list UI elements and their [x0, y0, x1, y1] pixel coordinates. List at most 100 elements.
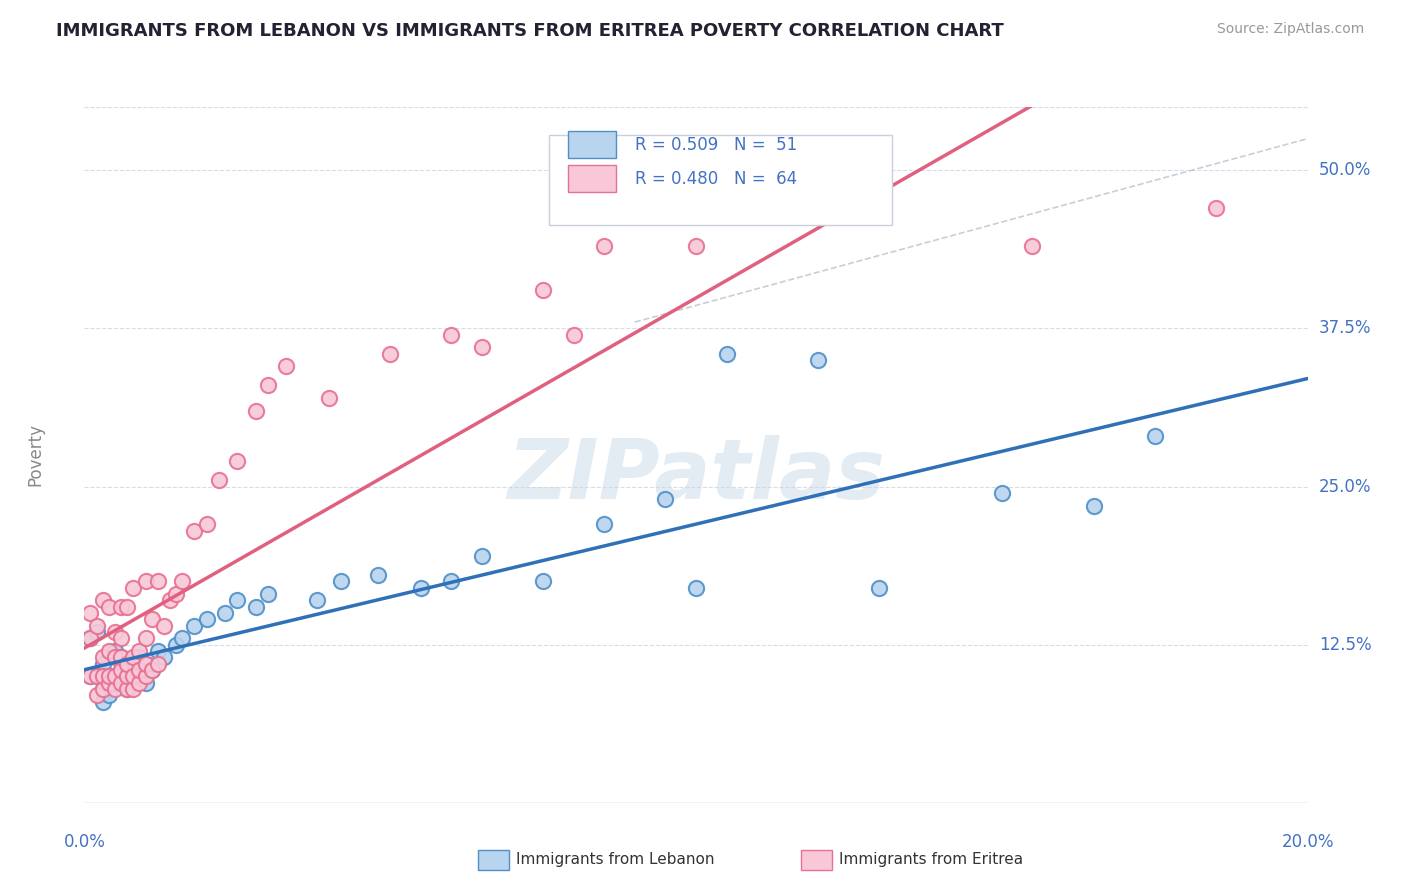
Point	[128, 650, 150, 665]
Point	[195, 517, 218, 532]
Point	[122, 675, 145, 690]
Point	[115, 657, 138, 671]
Point	[135, 669, 157, 683]
Point	[122, 581, 145, 595]
Text: IMMIGRANTS FROM LEBANON VS IMMIGRANTS FROM ERITREA POVERTY CORRELATION CHART: IMMIGRANTS FROM LEBANON VS IMMIGRANTS FR…	[56, 22, 1004, 40]
Point	[86, 618, 108, 632]
Point	[115, 599, 138, 614]
FancyBboxPatch shape	[568, 131, 616, 158]
Point	[104, 625, 127, 640]
Point	[122, 663, 145, 677]
Point	[146, 644, 169, 658]
Point	[208, 473, 231, 487]
FancyBboxPatch shape	[550, 135, 891, 226]
Point	[141, 663, 163, 677]
Point	[153, 650, 176, 665]
Point	[869, 581, 891, 595]
Point	[104, 650, 127, 665]
Point	[91, 695, 114, 709]
Point	[86, 688, 108, 702]
Point	[128, 669, 150, 683]
FancyBboxPatch shape	[568, 166, 616, 192]
Point	[471, 340, 494, 354]
Point	[97, 669, 120, 683]
Point	[128, 675, 150, 690]
Point	[104, 669, 127, 683]
Point	[122, 650, 145, 665]
Point	[110, 663, 132, 677]
Text: ZIPatlas: ZIPatlas	[508, 435, 884, 516]
Point	[110, 650, 132, 665]
Text: 25.0%: 25.0%	[1319, 477, 1371, 496]
Point	[1143, 429, 1166, 443]
Point	[153, 618, 176, 632]
Point	[110, 675, 132, 690]
Point	[183, 524, 205, 538]
Text: Immigrants from Lebanon: Immigrants from Lebanon	[516, 853, 714, 867]
Point	[141, 663, 163, 677]
Point	[79, 669, 101, 683]
Point	[183, 618, 205, 632]
Text: R = 0.509   N =  51: R = 0.509 N = 51	[636, 136, 797, 153]
Point	[165, 587, 187, 601]
Text: 12.5%: 12.5%	[1319, 636, 1371, 654]
Point	[807, 353, 830, 368]
Point	[367, 568, 389, 582]
Text: 37.5%: 37.5%	[1319, 319, 1371, 337]
Point	[1021, 239, 1043, 253]
Point	[135, 657, 157, 671]
Point	[318, 391, 340, 405]
Point	[91, 650, 114, 665]
Point	[440, 327, 463, 342]
Point	[86, 669, 108, 683]
Point	[86, 625, 108, 640]
Point	[128, 644, 150, 658]
Text: 50.0%: 50.0%	[1319, 161, 1371, 179]
Point	[91, 593, 114, 607]
Point	[172, 574, 194, 589]
Point	[685, 581, 707, 595]
Point	[104, 644, 127, 658]
Point	[172, 632, 194, 646]
Point	[97, 669, 120, 683]
Point	[135, 574, 157, 589]
Point	[135, 657, 157, 671]
Point	[115, 681, 138, 696]
Point	[104, 669, 127, 683]
Point	[257, 378, 280, 392]
Point	[276, 359, 298, 374]
Point	[380, 347, 402, 361]
Point	[91, 681, 114, 696]
Point	[531, 574, 554, 589]
Point	[593, 239, 616, 253]
Point	[685, 239, 707, 253]
Point	[146, 574, 169, 589]
Text: Poverty: Poverty	[27, 424, 45, 486]
Point	[122, 669, 145, 683]
Point	[991, 486, 1014, 500]
Point	[159, 593, 181, 607]
Point	[531, 284, 554, 298]
Point	[91, 657, 114, 671]
Point	[110, 675, 132, 690]
Point	[110, 632, 132, 646]
Point	[195, 612, 218, 626]
Point	[110, 599, 132, 614]
Point	[79, 669, 101, 683]
Point	[115, 669, 138, 683]
Point	[79, 632, 101, 646]
Point	[135, 632, 157, 646]
Point	[305, 593, 328, 607]
Point	[135, 675, 157, 690]
Point	[104, 675, 127, 690]
Point	[97, 688, 120, 702]
Point	[245, 403, 267, 417]
Point	[146, 657, 169, 671]
Point	[79, 606, 101, 620]
Text: Immigrants from Eritrea: Immigrants from Eritrea	[839, 853, 1024, 867]
Point	[141, 612, 163, 626]
Point	[110, 663, 132, 677]
Point	[86, 669, 108, 683]
Point	[226, 593, 249, 607]
Point	[97, 599, 120, 614]
